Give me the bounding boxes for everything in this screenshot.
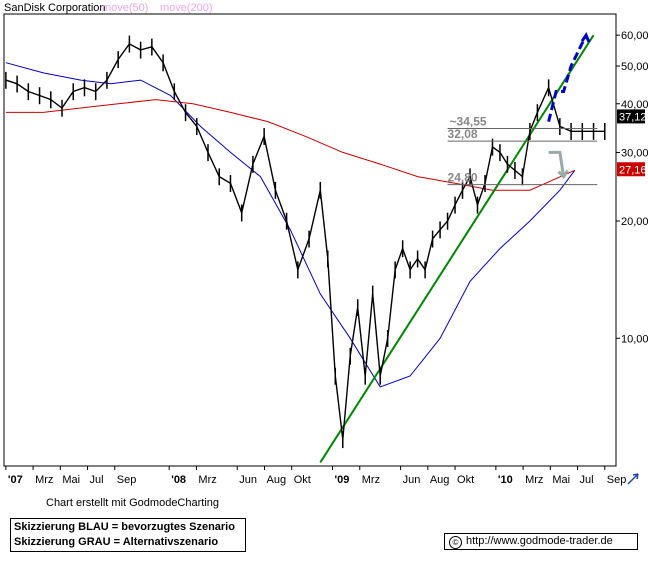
x-tick-label: Aug	[266, 474, 286, 486]
legend-gray-scenario: Skizzierung GRAU = Alternativszenario	[14, 536, 219, 548]
chart-credit: Chart erstellt mit GodmodeCharting	[46, 497, 220, 509]
value-badge	[617, 109, 645, 124]
value-badge	[617, 162, 645, 177]
scenario-legend: Skizzierung BLAU = bevorzugtes Szenario …	[10, 518, 246, 552]
scenario-gray-sketch	[548, 150, 566, 177]
level-label: ~34,55	[450, 115, 487, 129]
y-tick-label: 20,00	[621, 216, 648, 228]
y-tick-label: 10,00	[621, 333, 648, 345]
x-tick-label: Mrz	[198, 474, 216, 486]
website-url[interactable]: http://www.godmode-trader.de	[466, 535, 613, 547]
chart-title: SanDisk Corporation	[4, 2, 106, 14]
chart-frame: ~34,55 32,08 24,80 37,12 27,16 60,00 50,00 40,…	[3, 2, 648, 486]
scenario-blue-arrowhead	[580, 32, 591, 43]
x-tick-label: Mrz	[35, 474, 53, 486]
x-tick-label: Mrz	[362, 474, 380, 486]
level-label: 32,08	[448, 127, 478, 141]
x-tick-label: '09	[335, 474, 350, 486]
x-tick-label: '08	[171, 474, 186, 486]
copyright-icon: ©	[449, 536, 462, 549]
x-tick-label: Jul	[580, 474, 594, 486]
x-tick-label: Jun	[403, 474, 421, 486]
uptrend-line	[319, 34, 595, 463]
ma200-line	[5, 99, 576, 191]
legend-ma200: move(200)	[160, 2, 213, 14]
value-badge-label: 37,12	[619, 111, 647, 123]
legend-ma50: move(50)	[102, 2, 148, 14]
x-tick-label: Mai	[552, 474, 570, 486]
scroll-arrow-icon	[627, 473, 639, 485]
x-tick-label: Okt	[457, 474, 474, 486]
y-tick-label: 40,00	[621, 99, 648, 111]
y-tick-label: 50,00	[621, 61, 648, 73]
price-series-line	[5, 42, 605, 440]
website-link[interactable]: © http://www.godmode-trader.de	[444, 533, 638, 550]
x-tick-label: Sep	[607, 474, 627, 486]
x-tick-label: Mrz	[525, 474, 543, 486]
x-tick-label: Aug	[430, 474, 450, 486]
y-tick-label: 60,00	[621, 30, 648, 42]
x-tick-label: Sep	[117, 474, 137, 486]
ma50-line	[5, 62, 576, 388]
x-tick-label: Mai	[62, 474, 80, 486]
x-tick-label: '10	[498, 474, 513, 486]
y-tick-label: 30,00	[621, 147, 648, 159]
legend-blue-scenario: Skizzierung BLAU = bevorzugtes Szenario	[14, 521, 235, 533]
x-tick-label: Jul	[90, 474, 104, 486]
value-badge-label: 27,16	[619, 164, 647, 176]
scenario-blue-sketch	[547, 34, 588, 122]
x-tick-label: '07	[8, 474, 23, 486]
scenario-gray-arrowhead	[557, 169, 569, 179]
x-tick-label: Jun	[239, 474, 257, 486]
level-label: 24,80	[448, 171, 478, 185]
x-tick-label: Okt	[294, 474, 311, 486]
plot-frame	[3, 13, 617, 467]
